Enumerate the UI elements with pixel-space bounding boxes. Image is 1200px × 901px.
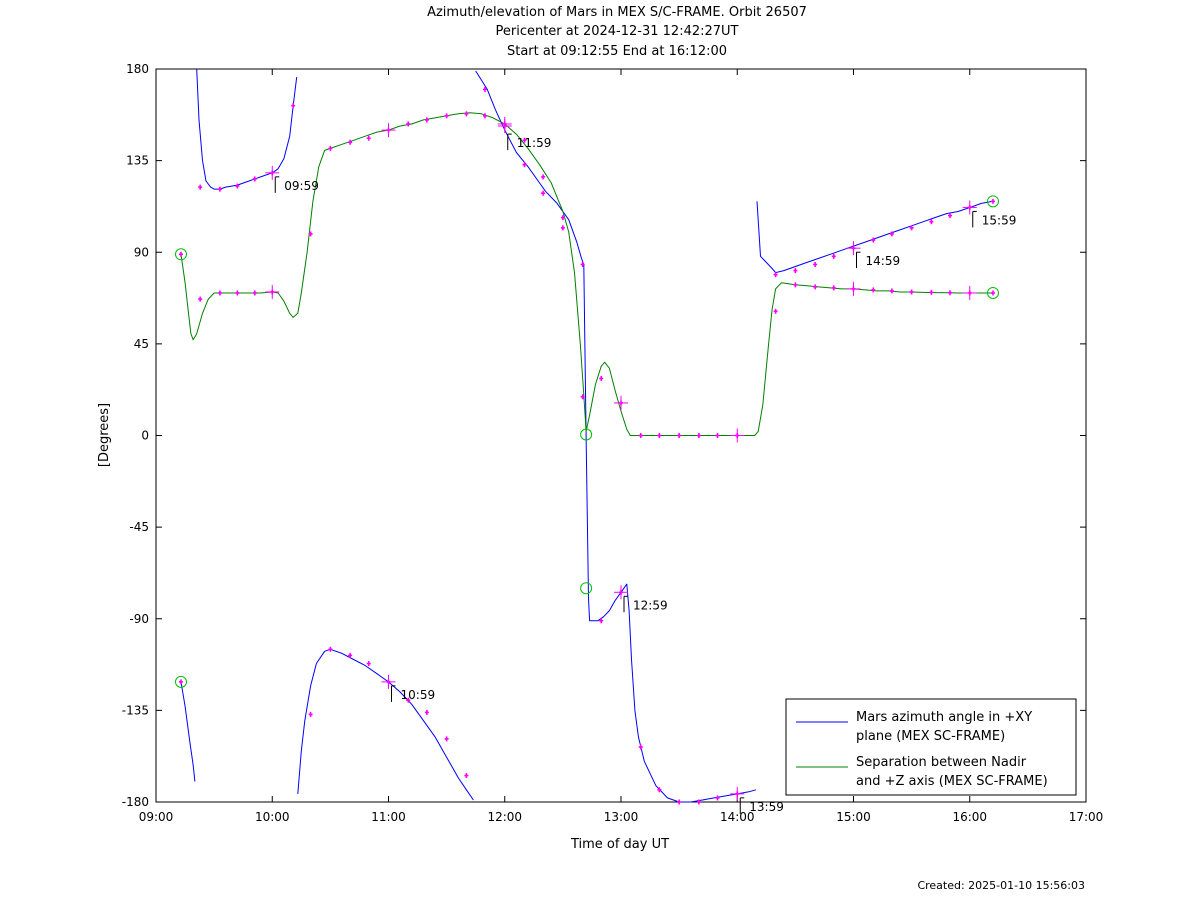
chart-title-line-1: Azimuth/elevation of Mars in MEX S/C-FRA… xyxy=(427,5,807,20)
y-axis-label: [Degrees] xyxy=(97,403,112,467)
y-tick-label-2: 90 xyxy=(134,245,149,259)
y-tick-label-4: 0 xyxy=(141,429,149,443)
start-end-marker-5 xyxy=(580,582,593,595)
start-end-marker-0 xyxy=(174,675,187,688)
x-tick-label-1: 10:00 xyxy=(255,810,290,824)
annotation-label-5: 14:59 xyxy=(866,254,901,268)
sample-markers xyxy=(174,86,999,805)
x-tick-label-4: 13:00 xyxy=(604,810,639,824)
start-end-marker-4 xyxy=(580,428,593,441)
x-tick-label-5: 14:00 xyxy=(720,810,755,824)
x-tick-label-2: 11:00 xyxy=(371,810,406,824)
series-0-segment-0 xyxy=(180,681,196,782)
start-end-marker-3 xyxy=(987,286,999,299)
start-end-marker-1 xyxy=(174,248,187,261)
start-end-marker-2 xyxy=(987,195,999,208)
y-tick-label-6: -90 xyxy=(129,612,149,626)
y-tick-label-1: 135 xyxy=(126,154,149,168)
legend: Mars azimuth angle in +XY plane (MEX SC-… xyxy=(785,698,1077,796)
chart-title-line-3: Start at 09:12:55 End at 16:12:00 xyxy=(507,44,727,59)
x-tick-label-7: 16:00 xyxy=(952,810,987,824)
time-annotations: 09:59 10:59 11:59 12:59 13:59 14:59 15:59 xyxy=(274,133,1017,814)
annotation-label-1: 10:59 xyxy=(401,688,436,702)
created-timestamp: Created: 2025-01-10 15:56:03 xyxy=(917,879,1085,892)
series-0-segment-4 xyxy=(756,200,994,274)
y-tick-label-8: -180 xyxy=(122,795,149,809)
series-1-segment-0 xyxy=(180,112,993,436)
x-tick-label-8: 17:00 xyxy=(1069,810,1104,824)
legend-label-separation-line-2: and +Z axis (MEX SC-FRAME) xyxy=(856,774,1048,789)
annotation-label-2: 11:59 xyxy=(517,136,552,150)
series-0-segment-2 xyxy=(297,648,474,801)
axis-ticks: 09:00 10:00 11:00 12:00 13:00 14:00 15:00 16:00… xyxy=(122,62,1104,824)
y-tick-label-0: 180 xyxy=(126,62,149,76)
chart-title-line-2: Pericenter at 2024-12-31 12:42:27UT xyxy=(495,24,738,39)
x-axis-label: Time of day UT xyxy=(570,837,669,852)
x-tick-label-3: 12:00 xyxy=(487,810,522,824)
y-tick-label-7: -135 xyxy=(122,703,149,717)
y-tick-label-5: -45 xyxy=(129,520,149,534)
y-tick-label-3: 45 xyxy=(134,337,149,351)
series-0-segment-3 xyxy=(475,70,757,803)
series-0-segment-1 xyxy=(196,68,298,190)
annotation-label-4: 13:59 xyxy=(749,800,784,814)
legend-box xyxy=(785,698,1077,796)
x-tick-label-0: 09:00 xyxy=(139,810,174,824)
annotation-label-0: 09:59 xyxy=(284,179,319,193)
annotation-label-6: 15:59 xyxy=(982,213,1017,227)
legend-label-azimuth-line-2: plane (MEX SC-FRAME) xyxy=(856,729,1005,744)
x-tick-label-6: 15:00 xyxy=(836,810,871,824)
annotation-label-3: 12:59 xyxy=(633,598,668,612)
legend-label-azimuth-line-1: Mars azimuth angle in +XY xyxy=(856,710,1032,725)
legend-label-separation-line-1: Separation between Nadir xyxy=(856,755,1027,770)
